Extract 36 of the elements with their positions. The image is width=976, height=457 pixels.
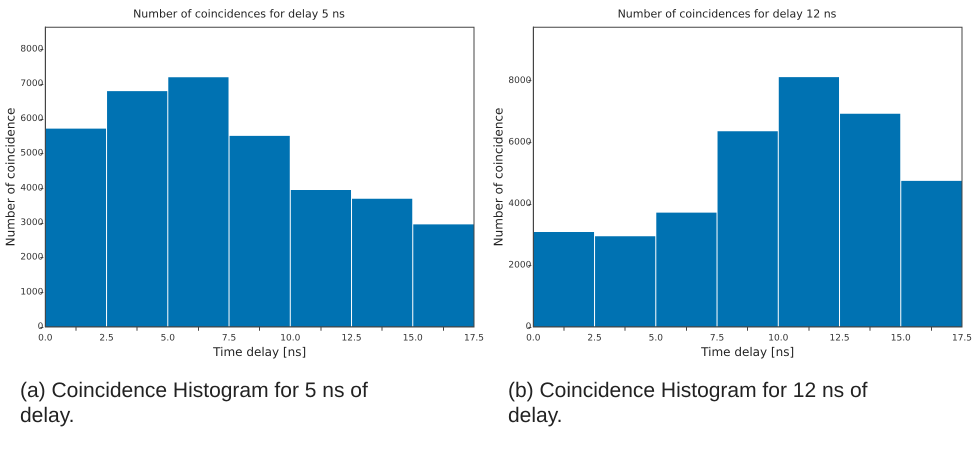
x-tick-label: 17.5 — [952, 334, 972, 344]
y-tick-label: 7000 — [20, 79, 44, 90]
y-tick-label: 2000 — [508, 260, 532, 271]
x-tick-label: 2.5 — [99, 334, 114, 344]
y-tick-label: 8000 — [20, 44, 44, 54]
text: (b) Coincidence Histogram for 12 ns of delay. — [508, 378, 868, 428]
x-axis-title: Time delay [ns] — [212, 344, 306, 359]
y-tick-label: 4000 — [508, 198, 532, 209]
text: (a) Coincidence Histogram for 5 ns of delay. — [20, 378, 369, 428]
x-tick-label: 0.0 — [38, 334, 53, 344]
x-tick-label: 15.0 — [890, 334, 912, 344]
x-tick-label: 5.0 — [648, 334, 664, 344]
x-axis-title: Time delay [ns] — [700, 344, 794, 359]
y-tick-label: 6000 — [20, 114, 44, 124]
x-tick-label: 10.0 — [280, 334, 301, 344]
x-tick-label: 12.5 — [341, 334, 362, 344]
x-tick-label: 10.0 — [768, 334, 789, 344]
y-tick-label: 1000 — [20, 287, 44, 298]
y-tick-label: 2000 — [20, 252, 44, 263]
y-axis-title: Number of coincidence — [3, 108, 18, 246]
x-tick-label: 7.5 — [710, 334, 724, 344]
x-tick-label: 17.5 — [464, 334, 484, 344]
y-tick-label: 3000 — [20, 218, 44, 228]
y-tick-label: 5000 — [20, 148, 44, 159]
x-tick-label: 12.5 — [829, 334, 850, 344]
x-tick-label: 5.0 — [160, 334, 176, 344]
x-tick-label: 7.5 — [222, 334, 236, 344]
chart-title: Number of coincidences for delay 5 ns — [133, 7, 346, 20]
x-tick-label: 0.0 — [526, 334, 541, 344]
y-tick-label: 8000 — [508, 76, 532, 86]
y-tick-label: 4000 — [20, 183, 44, 194]
x-tick-label: 15.0 — [402, 334, 424, 344]
x-tick-label: 2.5 — [587, 334, 602, 344]
y-tick-label: 6000 — [508, 137, 532, 148]
chart-title: Number of coincidences for delay 12 ns — [618, 7, 837, 20]
y-axis-title: Number of coincidence — [491, 108, 506, 246]
